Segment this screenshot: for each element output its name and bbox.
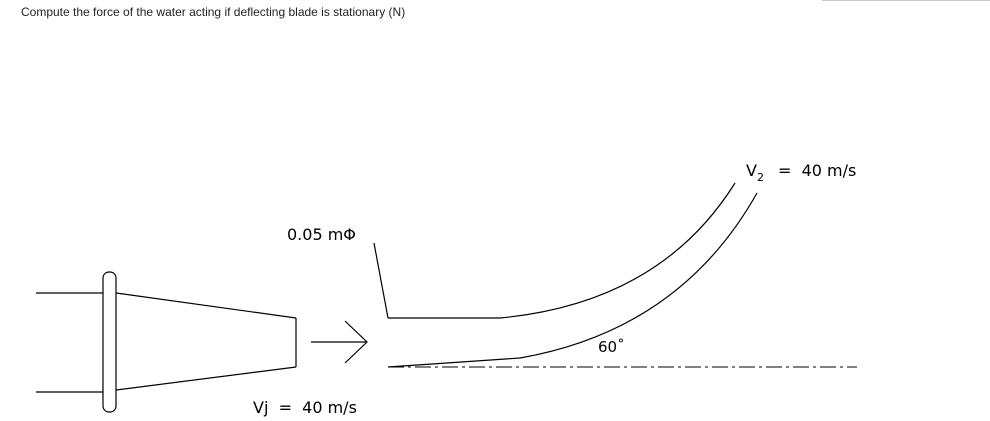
question-text: Compute the force of the water acting if… <box>21 5 406 19</box>
supply-pipe <box>36 292 103 393</box>
angle-label: 60˚ <box>598 338 625 356</box>
jet-arrow <box>311 320 368 364</box>
exit-velocity-subscript: 2 <box>757 171 764 184</box>
nozzle <box>115 292 297 391</box>
nozzle-top-wall <box>115 292 297 319</box>
diameter-label: 0.05 mΦ <box>287 225 356 244</box>
diameter-leader <box>373 242 389 319</box>
pipe-flange <box>102 271 117 413</box>
jet-velocity-label: Vj = 40 m/s <box>253 398 357 417</box>
deflector-blade <box>387 182 758 368</box>
nozzle-bottom-wall <box>115 366 297 391</box>
blade-lower-surface <box>387 192 758 368</box>
exit-velocity-value: = 40 m/s <box>778 161 856 180</box>
exit-velocity-symbol: V <box>746 161 757 180</box>
answer-box-edge <box>822 0 990 1</box>
blade-upper-surface <box>388 182 736 319</box>
